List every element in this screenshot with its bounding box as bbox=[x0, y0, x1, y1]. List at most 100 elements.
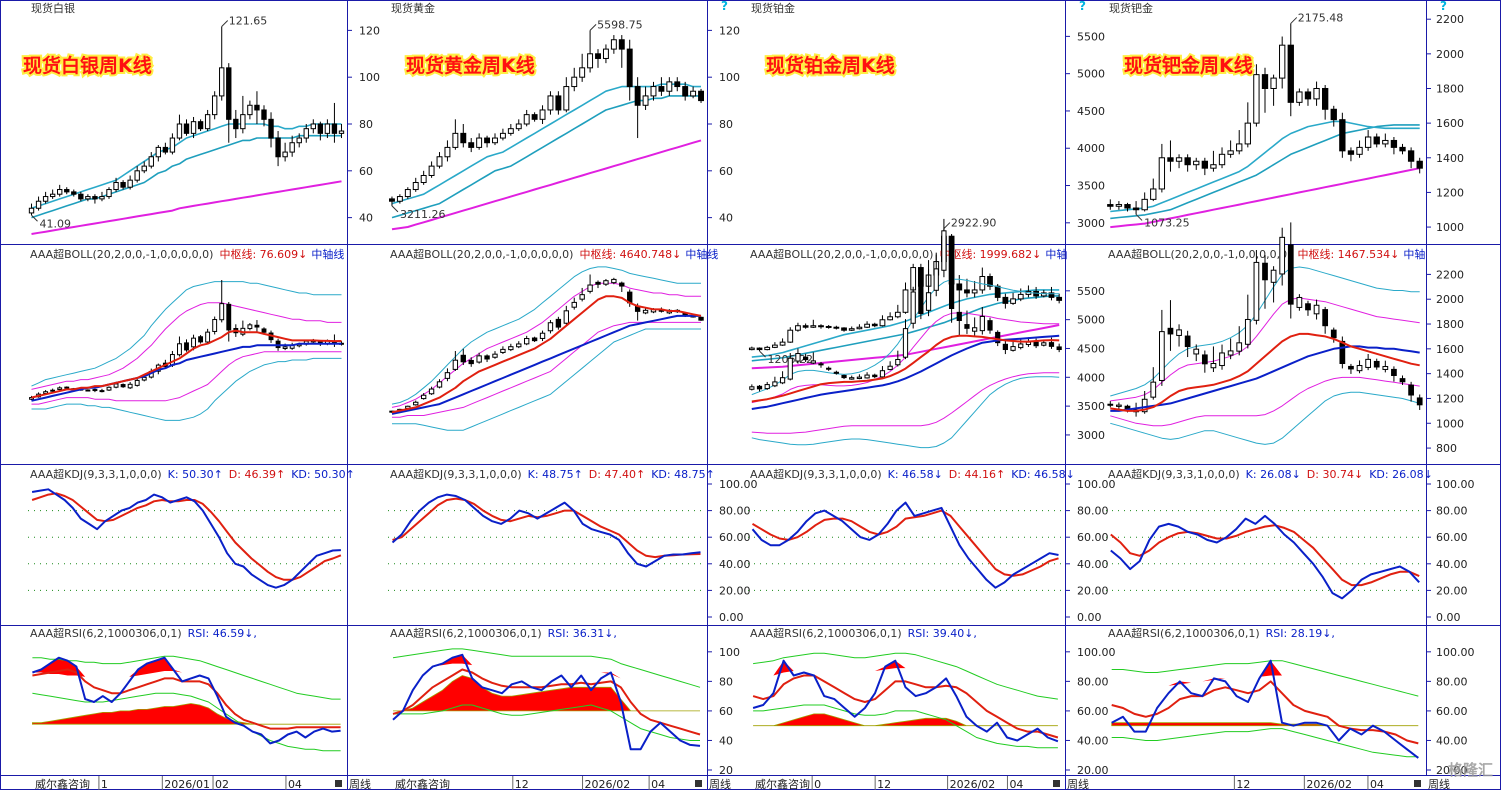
boll-candle-body bbox=[887, 365, 893, 371]
candle-body bbox=[261, 109, 267, 120]
low-pointer bbox=[31, 214, 38, 222]
candle-body bbox=[795, 325, 801, 331]
kline-axis-tick-label: 5000 bbox=[1077, 68, 1105, 81]
boll-candle-body bbox=[756, 385, 763, 390]
candle-body bbox=[547, 95, 554, 111]
candle-body bbox=[389, 198, 395, 202]
candle-body bbox=[404, 189, 411, 198]
rsi-line bbox=[392, 653, 701, 751]
kline-axis-tick-label: 2200 bbox=[1436, 13, 1464, 26]
boll-axis-tick-label: 5500 bbox=[1077, 285, 1105, 298]
rsi-lower-band bbox=[393, 704, 700, 741]
boll-mid-value: 中枢线: 76.609↓ bbox=[219, 247, 307, 261]
boll-mid-line bbox=[751, 334, 1060, 403]
kdj-kd-value: KD: 26.08↓ bbox=[1369, 468, 1433, 481]
kdj-k-value: K: 48.75↑ bbox=[528, 468, 583, 481]
watermark-text: 格隆汇 bbox=[1448, 761, 1493, 779]
candle-body bbox=[35, 200, 42, 209]
boll-lower-band bbox=[1110, 391, 1420, 445]
boll-candle-body bbox=[603, 280, 609, 285]
candle-body bbox=[1210, 164, 1217, 169]
candle-body bbox=[802, 325, 809, 328]
boll-candle-body bbox=[1416, 397, 1423, 406]
kdj-axis-tick-label: 80.00 bbox=[1077, 505, 1109, 518]
footer-period: 周线 bbox=[1067, 777, 1089, 790]
panel-4: 现货钯金 2175.48 1073.25 1000 1200 1400 1600 1800 20… bbox=[1106, 0, 1475, 791]
kdj-kd-value: KD: 48.75↑ bbox=[651, 468, 715, 481]
candle-body bbox=[1002, 296, 1009, 304]
candle-body bbox=[190, 121, 197, 134]
candle-body bbox=[971, 289, 978, 294]
footer-date-label: 2026/01 bbox=[164, 778, 210, 790]
boll-candle-body bbox=[1116, 404, 1122, 407]
rsi-caption-name: AAA超RSI(6,2,1000306,0,1) bbox=[390, 626, 542, 640]
boll-candle-body bbox=[956, 311, 962, 322]
boll-candle-body bbox=[484, 355, 490, 360]
kdj-axis-tick-label: 0.00 bbox=[719, 611, 744, 624]
candle-body bbox=[1373, 136, 1380, 145]
candle-body bbox=[1175, 157, 1183, 162]
candle-body bbox=[658, 86, 665, 92]
boll-candle-body bbox=[254, 324, 260, 328]
kdj-axis-tick-label: 0.00 bbox=[1077, 611, 1102, 624]
candle-body bbox=[848, 328, 855, 331]
rsi-axis-tick-label: 20.00 bbox=[1436, 764, 1468, 777]
boll-candle-body bbox=[856, 376, 863, 380]
boll-candle-body bbox=[810, 360, 816, 364]
rsi-overbought-area bbox=[32, 657, 341, 714]
boll-candle-body bbox=[910, 291, 916, 324]
rsi-lower-area bbox=[32, 703, 341, 725]
kline-axis-tick-label: 40 bbox=[359, 212, 373, 225]
candle-body bbox=[610, 39, 617, 50]
candle-body bbox=[618, 39, 625, 50]
kdj-axis-tick-label: 20.00 bbox=[719, 584, 751, 597]
candle-body bbox=[226, 67, 232, 120]
candle-body bbox=[1115, 204, 1123, 207]
candle-body bbox=[772, 344, 778, 348]
candle-body bbox=[1390, 139, 1398, 148]
candle-body bbox=[894, 311, 901, 318]
candle-body bbox=[492, 137, 498, 144]
boll-candle-body bbox=[1201, 354, 1208, 365]
candle-body bbox=[634, 86, 641, 106]
candle-body bbox=[587, 53, 594, 69]
candle-body bbox=[887, 316, 894, 321]
candle-body bbox=[331, 123, 338, 134]
candle-body bbox=[1227, 150, 1234, 155]
boll-candle-body bbox=[1236, 342, 1243, 352]
kdj-k-value: K: 46.58↓ bbox=[888, 468, 943, 481]
candle-body bbox=[219, 67, 225, 97]
boll-candle-body bbox=[452, 359, 459, 370]
boll-candle-body bbox=[619, 282, 625, 287]
candle-body bbox=[523, 114, 530, 125]
boll-main-label: 中轴 bbox=[1045, 247, 1067, 261]
high-pointer bbox=[589, 24, 597, 31]
boll-candle-body bbox=[219, 303, 225, 321]
boll-candle-body bbox=[1296, 296, 1303, 308]
help-icon: ? bbox=[1440, 0, 1447, 13]
candle-body bbox=[1150, 188, 1157, 200]
candle-body bbox=[1364, 136, 1372, 148]
kdj-k-line bbox=[391, 493, 701, 568]
candle-body bbox=[211, 95, 218, 116]
high-pointer bbox=[1290, 17, 1298, 24]
boll-candle-body bbox=[1348, 365, 1354, 370]
candle-body bbox=[1287, 44, 1294, 103]
panel-1: 现货白银 121.65 41.09 40 60 80 100 120 现货白银周K线 AAA超BO… bbox=[21, 0, 380, 791]
boll-candle-body bbox=[571, 301, 577, 308]
boll-candle-body bbox=[1262, 262, 1268, 281]
candle-body bbox=[1010, 298, 1016, 304]
boll-candle-body bbox=[50, 389, 56, 392]
footer-date-label: 12 bbox=[1236, 778, 1250, 790]
candle-body bbox=[987, 276, 993, 287]
boll-candle-body bbox=[1270, 269, 1277, 283]
rsi-lower-band bbox=[753, 704, 1058, 749]
rsi-caption-name: AAA超RSI(6,2,1000306,0,1) bbox=[750, 626, 902, 640]
candle-body bbox=[476, 137, 483, 148]
rsi-lower-area bbox=[393, 675, 700, 712]
candle-body bbox=[871, 323, 878, 327]
candle-body bbox=[1132, 207, 1140, 211]
candle-body bbox=[92, 196, 98, 200]
footer-period: 周线 bbox=[709, 777, 731, 790]
rsi-caption: AAA超RSI(6,2,1000306,0,1) RSI: 39.40↓, bbox=[750, 626, 977, 640]
